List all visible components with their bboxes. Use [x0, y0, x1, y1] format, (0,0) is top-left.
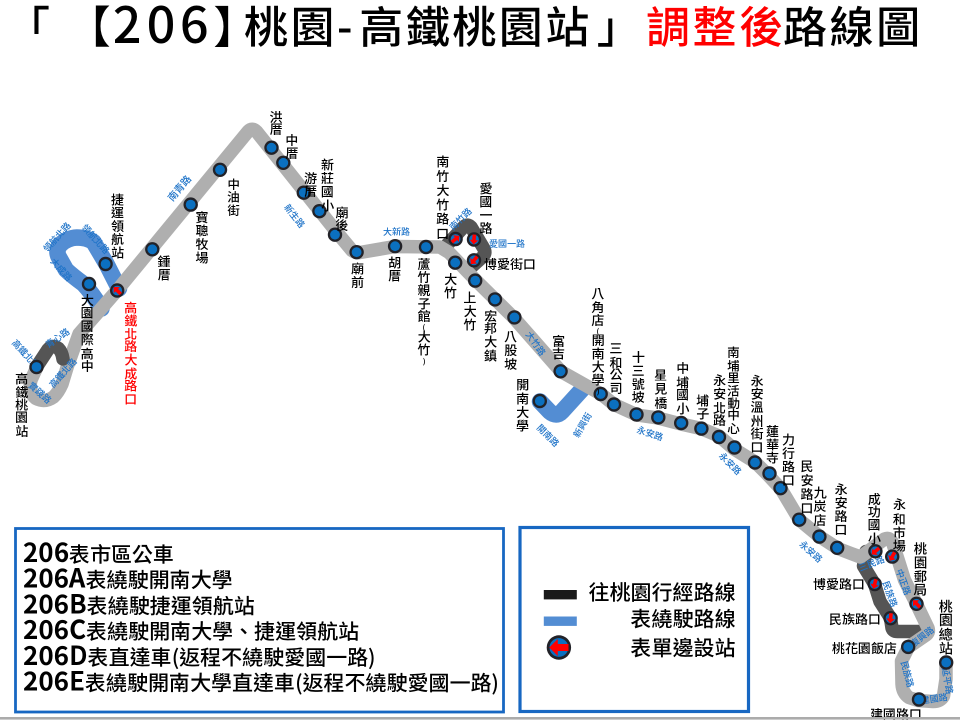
svg-text:大竹: 大竹: [441, 273, 460, 300]
svg-text:博愛路口: 博愛路口: [813, 574, 865, 593]
svg-text:宏邦大鎮: 宏邦大鎮: [481, 309, 500, 363]
svg-text:大新路: 大新路: [383, 225, 410, 238]
svg-text:廟前: 廟前: [348, 261, 367, 289]
svg-text:建國路: 建國路: [920, 690, 949, 707]
svg-text:蘆竹親子館(大竹): 蘆竹親子館(大竹): [415, 258, 434, 366]
svg-text:表繞駛路線: 表繞駛路線: [631, 604, 736, 634]
svg-text:南竹大竹路口: 南竹大竹路口: [433, 155, 452, 241]
svg-text:206A表繞駛開南大學: 206A表繞駛開南大學: [23, 559, 233, 596]
svg-text:洪厝: 洪厝: [267, 110, 286, 137]
svg-text:高鐵北路大成路口: 高鐵北路大成路口: [121, 300, 140, 406]
svg-text:埔子: 埔子: [693, 393, 712, 421]
svg-text:建國路口: 建國路口: [870, 704, 922, 723]
svg-text:鍾厝: 鍾厝: [155, 255, 174, 282]
svg-text:桃園總站: 桃園總站: [936, 599, 956, 655]
svg-text:永安北路: 永安北路: [710, 374, 729, 428]
svg-text:新莊國小: 新莊國小: [318, 158, 337, 213]
svg-text:捷運領航站: 捷運領航站: [108, 193, 127, 259]
svg-text:南埔里活動中心: 南埔里活動中心: [724, 347, 743, 435]
svg-text:206C表繞駛開南大學、捷運領航站: 206C表繞駛開南大學、捷運領航站: [23, 610, 359, 647]
svg-text:永安路口: 永安路口: [832, 483, 851, 537]
svg-text:延平路: 延平路: [939, 665, 957, 695]
svg-text:博愛街口: 博愛街口: [484, 254, 536, 273]
svg-text:八角店(開南大學): 八角店(開南大學): [589, 288, 608, 396]
svg-text:中油街: 中油街: [224, 179, 243, 217]
svg-text:往桃園行經路線: 往桃園行經路線: [589, 577, 736, 607]
svg-text:廟後: 廟後: [333, 205, 352, 232]
svg-text:新生路: 新生路: [281, 201, 308, 230]
svg-text:中厝: 中厝: [282, 134, 301, 161]
svg-text:206E表繞駛開南大學直達車(返程不繞駛愛國一路): 206E表繞駛開南大學直達車(返程不繞駛愛國一路): [23, 662, 499, 699]
svg-text:八股坡: 八股坡: [501, 331, 520, 371]
svg-text:十三號坡: 十三號坡: [629, 351, 648, 405]
svg-text:上大竹: 上大竹: [461, 291, 480, 331]
svg-text:中埔國小: 中埔國小: [673, 362, 692, 416]
svg-text:民族路口: 民族路口: [829, 609, 881, 628]
svg-text:愛國一路: 愛國一路: [477, 182, 496, 235]
svg-text:206D表直達車(返程不繞駛愛國一路): 206D表直達車(返程不繞駛愛國一路): [23, 636, 376, 673]
svg-text:開南路: 開南路: [534, 421, 562, 449]
svg-text:206B表繞駛捷運領航站: 206B表繞駛捷運領航站: [23, 584, 255, 621]
svg-text:高鐵桃園站: 高鐵桃園站: [12, 371, 31, 438]
svg-text:胡厝: 胡厝: [385, 256, 404, 283]
svg-text:力行路口: 力行路口: [779, 433, 798, 487]
svg-text:游厝: 游厝: [301, 172, 320, 199]
svg-text:調整後: 調整後: [646, 0, 786, 56]
svg-text:成功國小: 成功國小: [865, 492, 884, 546]
svg-text:永安路: 永安路: [635, 423, 665, 444]
svg-text:桃園郵局: 桃園郵局: [910, 542, 930, 596]
svg-text:新興街: 新興街: [570, 410, 595, 440]
svg-text:寶聰牧場: 寶聰牧場: [193, 211, 212, 265]
svg-text:民安路口: 民安路口: [798, 460, 817, 515]
svg-text:富吉: 富吉: [549, 334, 568, 361]
svg-text:蓮華寺: 蓮華寺: [763, 425, 782, 465]
svg-text:桃花園飯店: 桃花園飯店: [832, 638, 897, 657]
svg-text:星見橋: 星見橋: [651, 369, 670, 410]
svg-text:「【206】桃園-高鐵桃園站」: 「【206】桃園-高鐵桃園站」: [6, 0, 643, 58]
svg-text:永安溫州街口: 永安溫州街口: [748, 374, 767, 453]
svg-text:路線圖: 路線圖: [783, 0, 923, 56]
svg-text:三和公司: 三和公司: [607, 342, 626, 396]
svg-text:永和市場: 永和市場: [890, 498, 909, 553]
svg-text:206表市區公車: 206表市區公車: [23, 533, 174, 570]
svg-text:大園國際高中: 大園國際高中: [78, 294, 97, 373]
svg-text:開南大學: 開南大學: [513, 379, 532, 433]
svg-text:愛國一路: 愛國一路: [489, 237, 525, 250]
svg-text:表單邊設站: 表單邊設站: [631, 633, 736, 663]
svg-text:九炭店: 九炭店: [811, 486, 830, 527]
